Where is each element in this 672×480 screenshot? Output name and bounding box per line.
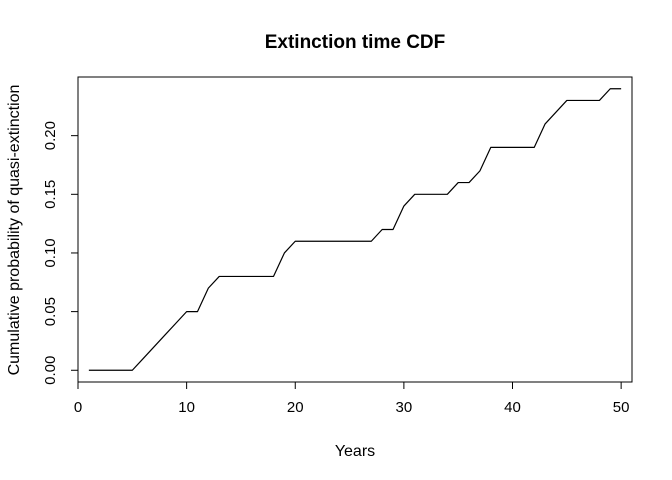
chart-title: Extinction time CDF <box>265 32 446 53</box>
y-tick-label: 0.00 <box>42 356 59 385</box>
x-tick-label: 50 <box>613 399 630 416</box>
x-tick-label: 0 <box>74 399 82 416</box>
x-tick-label: 20 <box>287 399 304 416</box>
y-tick-label: 0.10 <box>42 238 59 267</box>
x-tick-label: 30 <box>396 399 413 416</box>
y-tick-label: 0.15 <box>42 180 59 209</box>
y-axis-label: Cumulative probability of quasi-extincti… <box>6 85 23 376</box>
y-tick-label: 0.05 <box>42 297 59 326</box>
y-axis: 0.00 0.05 0.10 0.15 0.20 <box>42 121 79 385</box>
series-line <box>88 88 622 371</box>
y-tick-label: 0.20 <box>42 121 59 150</box>
x-axis-label: Years <box>335 443 375 460</box>
plot-frame <box>77 76 633 383</box>
x-axis: 0 10 20 30 40 50 <box>74 381 630 416</box>
x-tick-label: 10 <box>178 399 195 416</box>
x-tick-label: 40 <box>504 399 521 416</box>
series-group <box>88 88 622 371</box>
